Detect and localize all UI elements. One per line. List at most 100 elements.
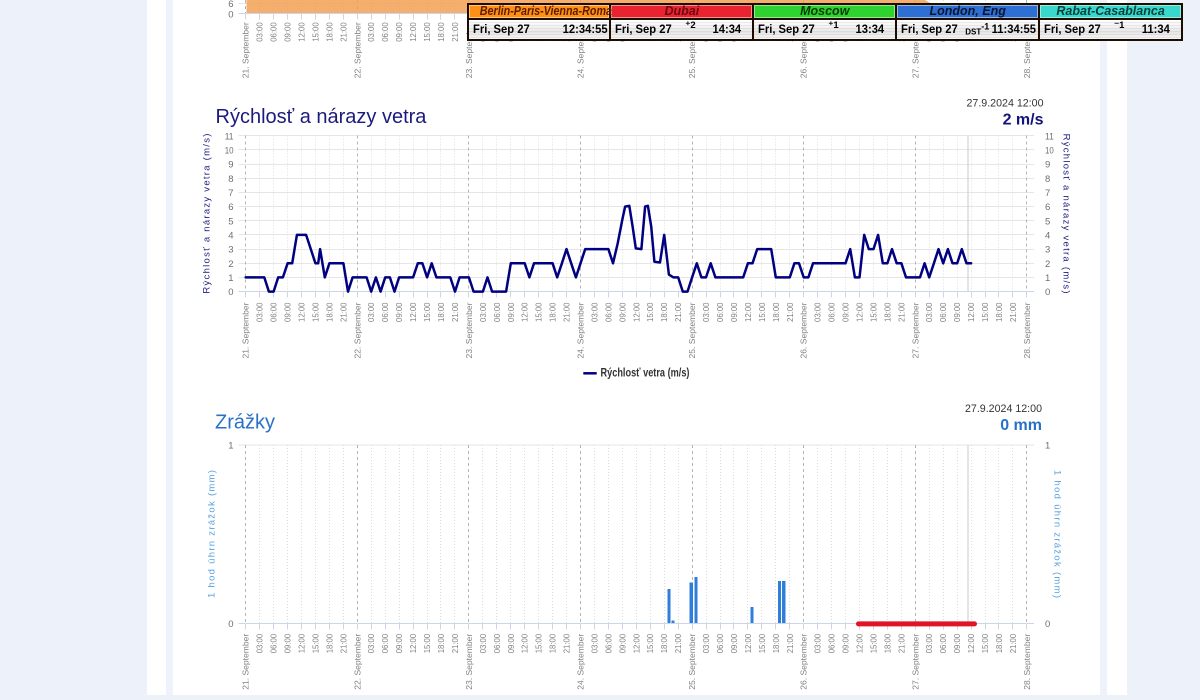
svg-text:21:00: 21:00 [563, 302, 572, 322]
svg-text:06:00: 06:00 [493, 302, 502, 322]
svg-text:09:00: 09:00 [395, 22, 404, 42]
svg-text:0: 0 [228, 619, 233, 630]
svg-text:09:00: 09:00 [507, 302, 516, 322]
svg-text:06:00: 06:00 [270, 302, 279, 322]
svg-text:18:00: 18:00 [437, 302, 446, 322]
svg-text:03:00: 03:00 [591, 633, 600, 653]
svg-text:27. September: 27. September [911, 302, 920, 358]
svg-text:21:00: 21:00 [563, 633, 572, 653]
svg-text:21:00: 21:00 [451, 22, 460, 42]
svg-text:09:00: 09:00 [395, 302, 404, 322]
svg-text:12:00: 12:00 [632, 302, 641, 322]
svg-text:11: 11 [225, 131, 234, 142]
svg-text:12:00: 12:00 [409, 22, 418, 42]
svg-text:18:00: 18:00 [995, 302, 1004, 322]
svg-text:21. September: 21. September [242, 302, 251, 358]
svg-text:25. September: 25. September [688, 633, 697, 689]
svg-text:26. September: 26. September [800, 302, 809, 358]
svg-text:09:00: 09:00 [953, 633, 962, 653]
svg-text:1: 1 [228, 440, 233, 451]
svg-text:06:00: 06:00 [604, 633, 613, 653]
svg-text:5: 5 [1045, 216, 1050, 227]
svg-text:03:00: 03:00 [256, 302, 265, 322]
svg-text:03:00: 03:00 [256, 633, 265, 653]
svg-text:15:00: 15:00 [423, 633, 432, 653]
svg-text:21:00: 21:00 [451, 302, 460, 322]
svg-text:03:00: 03:00 [479, 633, 488, 653]
svg-text:15:00: 15:00 [758, 633, 767, 653]
svg-text:15:00: 15:00 [646, 633, 655, 653]
svg-text:09:00: 09:00 [618, 302, 627, 322]
svg-text:09:00: 09:00 [395, 633, 404, 653]
svg-text:21:00: 21:00 [786, 633, 795, 653]
svg-text:23. September: 23. September [465, 22, 474, 78]
svg-text:21. September: 21. September [242, 22, 251, 78]
svg-text:22. September: 22. September [353, 633, 362, 689]
svg-text:09:00: 09:00 [842, 302, 851, 322]
svg-text:06:00: 06:00 [828, 302, 837, 322]
svg-text:09:00: 09:00 [507, 633, 516, 653]
svg-text:27. September: 27. September [911, 22, 920, 78]
svg-text:06:00: 06:00 [493, 633, 502, 653]
svg-text:1: 1 [228, 273, 233, 284]
svg-text:03:00: 03:00 [256, 22, 265, 42]
svg-text:21:00: 21:00 [451, 633, 460, 653]
svg-text:21:00: 21:00 [897, 302, 906, 322]
svg-text:21:00: 21:00 [1009, 302, 1018, 322]
svg-text:28. September: 28. September [1023, 633, 1032, 689]
svg-text:8: 8 [228, 174, 233, 185]
svg-text:5: 5 [228, 216, 233, 227]
svg-text:18:00: 18:00 [437, 633, 446, 653]
svg-text:12:00: 12:00 [298, 302, 307, 322]
svg-text:1 hod úhrn zrážok (mm): 1 hod úhrn zrážok (mm) [1052, 470, 1063, 598]
svg-text:15:00: 15:00 [981, 302, 990, 322]
svg-text:15:00: 15:00 [311, 633, 320, 653]
svg-text:15:00: 15:00 [535, 302, 544, 322]
svg-text:7: 7 [1045, 188, 1050, 199]
svg-text:15:00: 15:00 [981, 633, 990, 653]
svg-text:15:00: 15:00 [535, 633, 544, 653]
svg-text:21:00: 21:00 [1009, 633, 1018, 653]
svg-text:15:00: 15:00 [311, 302, 320, 322]
svg-text:12:00: 12:00 [409, 302, 418, 322]
svg-text:0: 0 [1045, 287, 1050, 298]
svg-text:03:00: 03:00 [479, 302, 488, 322]
svg-text:09:00: 09:00 [842, 633, 851, 653]
svg-text:09:00: 09:00 [730, 633, 739, 653]
svg-text:0: 0 [228, 287, 233, 298]
svg-text:21:00: 21:00 [339, 302, 348, 322]
svg-text:9: 9 [1045, 160, 1050, 171]
svg-text:18:00: 18:00 [325, 22, 334, 42]
svg-text:Rýchlosť vetra (m/s): Rýchlosť vetra (m/s) [601, 366, 690, 380]
svg-text:12:00: 12:00 [744, 633, 753, 653]
svg-text:12:00: 12:00 [856, 302, 865, 322]
svg-text:18:00: 18:00 [772, 633, 781, 653]
svg-text:24. September: 24. September [577, 22, 586, 78]
svg-text:18:00: 18:00 [549, 633, 558, 653]
svg-text:21:00: 21:00 [674, 633, 683, 653]
svg-text:09:00: 09:00 [953, 302, 962, 322]
svg-text:8: 8 [1045, 174, 1050, 185]
svg-text:3: 3 [1045, 245, 1050, 256]
svg-text:12:00: 12:00 [967, 633, 976, 653]
svg-text:15:00: 15:00 [423, 22, 432, 42]
svg-text:21:00: 21:00 [897, 633, 906, 653]
svg-text:18:00: 18:00 [772, 302, 781, 322]
svg-text:1: 1 [1045, 273, 1050, 284]
svg-text:15:00: 15:00 [311, 22, 320, 42]
svg-text:06:00: 06:00 [939, 302, 948, 322]
svg-text:12:00: 12:00 [298, 633, 307, 653]
svg-text:6: 6 [228, 0, 233, 10]
svg-text:03:00: 03:00 [591, 302, 600, 322]
svg-text:28. September: 28. September [1023, 302, 1032, 358]
svg-text:06:00: 06:00 [828, 633, 837, 653]
svg-text:26. September: 26. September [800, 633, 809, 689]
svg-text:23. September: 23. September [465, 302, 474, 358]
svg-text:27.9.2024 12:00: 27.9.2024 12:00 [965, 403, 1042, 415]
svg-text:23. September: 23. September [465, 633, 474, 689]
svg-text:4: 4 [228, 231, 233, 242]
svg-text:18:00: 18:00 [325, 302, 334, 322]
svg-text:15:00: 15:00 [758, 302, 767, 322]
svg-text:24. September: 24. September [577, 302, 586, 358]
svg-text:28. September: 28. September [1023, 22, 1032, 78]
